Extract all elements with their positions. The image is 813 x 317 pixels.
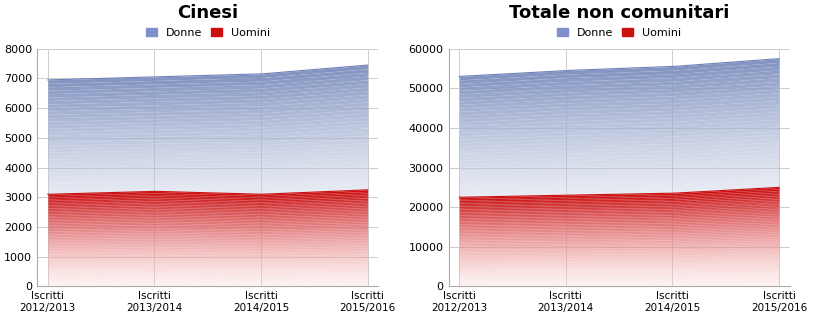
Title: Cinesi: Cinesi: [177, 4, 238, 22]
Legend: Donne, Uomini: Donne, Uomini: [553, 23, 685, 42]
Title: Totale non comunitari: Totale non comunitari: [509, 4, 729, 22]
Legend: Donne, Uomini: Donne, Uomini: [141, 23, 274, 42]
